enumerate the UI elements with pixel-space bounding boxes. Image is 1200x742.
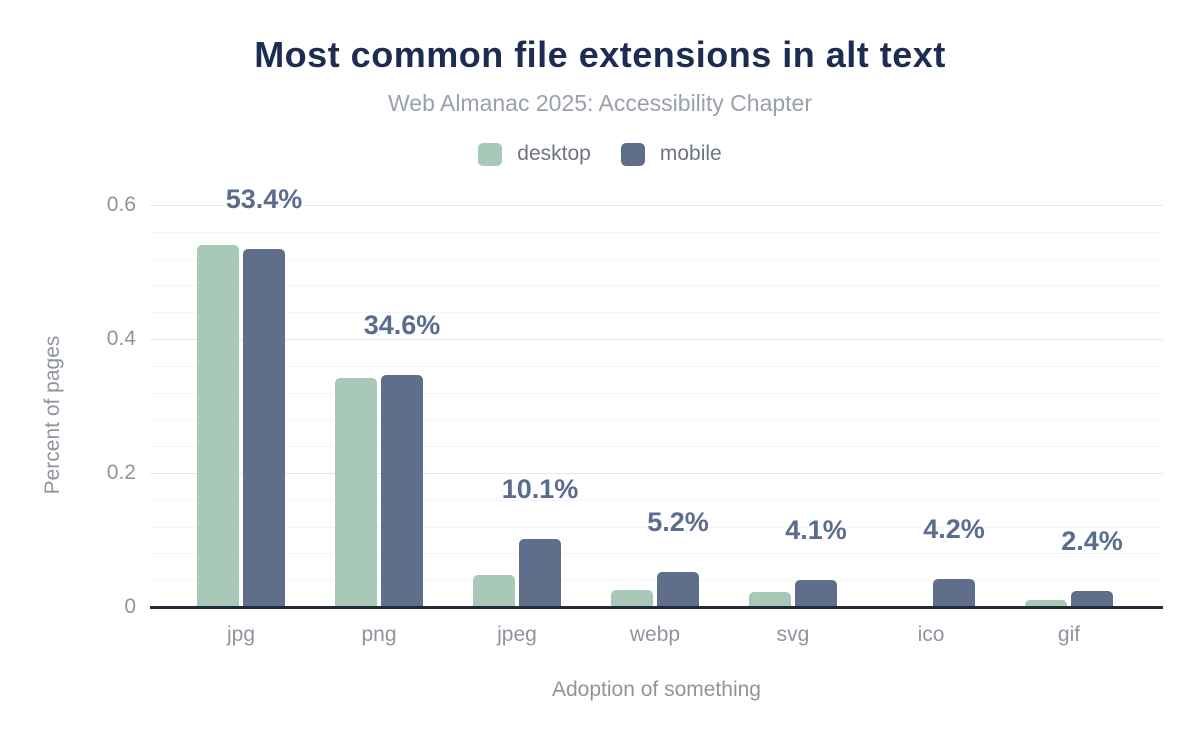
bar-desktop-gif xyxy=(1025,600,1067,607)
bar-desktop-jpg xyxy=(197,245,239,607)
x-tick-label-ico: ico xyxy=(917,623,945,646)
x-axis-title: Adoption of something xyxy=(552,678,761,701)
x-tick-label-png: png xyxy=(361,623,397,646)
gridline xyxy=(150,312,1163,313)
data-label-svg: 4.1% xyxy=(785,515,847,545)
gridline xyxy=(150,285,1163,286)
gridline xyxy=(150,473,1163,474)
gridline xyxy=(150,419,1163,420)
data-label-gif: 2.4% xyxy=(1061,526,1123,556)
bar-mobile-png xyxy=(381,375,423,607)
x-tick-label-webp: webp xyxy=(629,623,681,646)
y-tick-label: 0 xyxy=(124,595,136,618)
gridline xyxy=(150,446,1163,447)
x-tick-label-gif: gif xyxy=(1057,623,1081,646)
x-tick-label-svg: svg xyxy=(776,623,810,646)
gridline xyxy=(150,500,1163,501)
bar-mobile-jpeg xyxy=(519,539,561,607)
chart-subtitle: Web Almanac 2025: Accessibility Chapter xyxy=(387,90,813,116)
legend-item-desktop[interactable]: desktop xyxy=(478,142,591,166)
gridline xyxy=(150,205,1163,206)
legend: desktop mobile xyxy=(0,142,1200,166)
gridline xyxy=(150,259,1163,260)
bar-mobile-svg xyxy=(795,580,837,607)
gridline xyxy=(150,580,1163,581)
data-label-jpeg: 10.1% xyxy=(501,474,579,504)
bar-mobile-jpg xyxy=(243,249,285,607)
bar-mobile-gif xyxy=(1071,591,1113,607)
legend-item-mobile[interactable]: mobile xyxy=(620,142,722,166)
y-tick-label: 0.6 xyxy=(106,193,136,216)
bar-desktop-webp xyxy=(611,590,653,607)
bar-desktop-svg xyxy=(749,592,791,607)
legend-label-mobile: mobile xyxy=(659,142,722,165)
gridline xyxy=(150,527,1163,528)
bar-mobile-webp xyxy=(657,572,699,607)
bar-mobile-ico xyxy=(933,579,975,607)
legend-label-desktop: desktop xyxy=(517,142,591,165)
data-label-png: 34.6% xyxy=(363,310,441,340)
y-tick-label: 0.2 xyxy=(106,461,136,484)
x-tick-label-jpg: jpg xyxy=(226,623,256,646)
bar-desktop-png xyxy=(335,378,377,607)
gridline xyxy=(150,366,1163,367)
y-tick-label: 0.4 xyxy=(106,327,136,350)
data-label-jpg: 53.4% xyxy=(225,184,303,214)
bar-desktop-jpeg xyxy=(473,575,515,607)
data-label-webp: 5.2% xyxy=(647,507,709,537)
gridline xyxy=(150,393,1163,394)
gridline xyxy=(150,232,1163,233)
gridline xyxy=(150,339,1163,340)
mobile-series-swatch-icon xyxy=(620,142,645,166)
x-axis-line xyxy=(150,606,1163,609)
data-label-ico: 4.2% xyxy=(923,514,985,544)
desktop-series-swatch-icon xyxy=(478,142,503,166)
x-tick-label-jpeg: jpeg xyxy=(497,623,537,646)
chart-title: Most common file extensions in alt text xyxy=(254,34,946,75)
gridline xyxy=(150,553,1163,554)
